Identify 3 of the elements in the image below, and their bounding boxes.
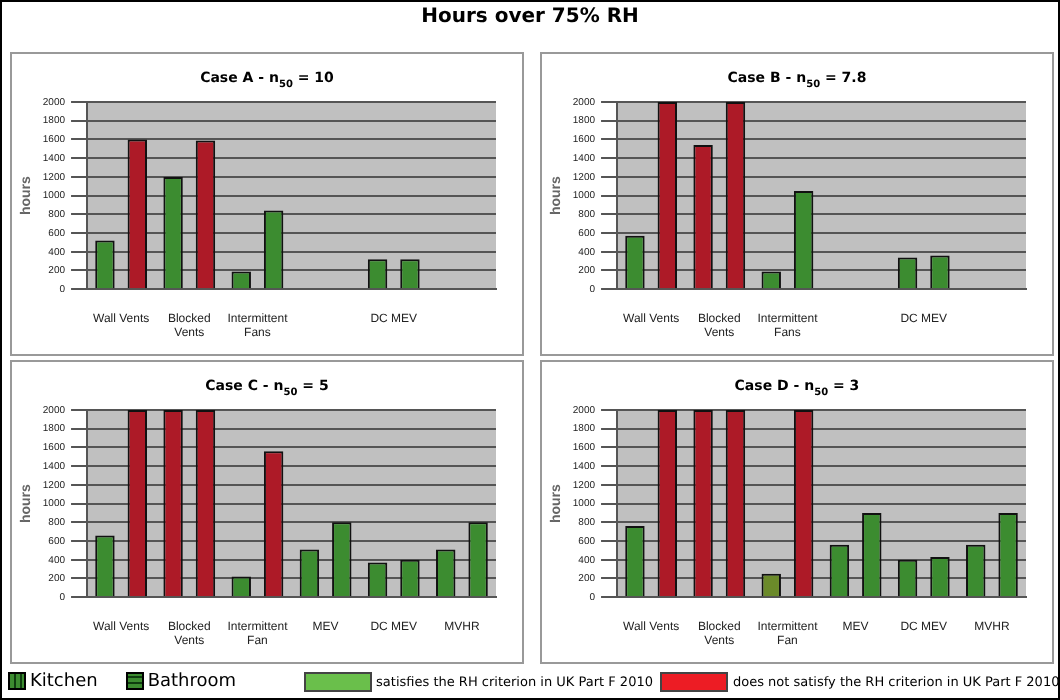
text: Hours over 75% RH: [419, 6, 641, 28]
legend-label: Bathroom: [145, 671, 237, 691]
legend-label: Kitchen: [28, 671, 98, 691]
